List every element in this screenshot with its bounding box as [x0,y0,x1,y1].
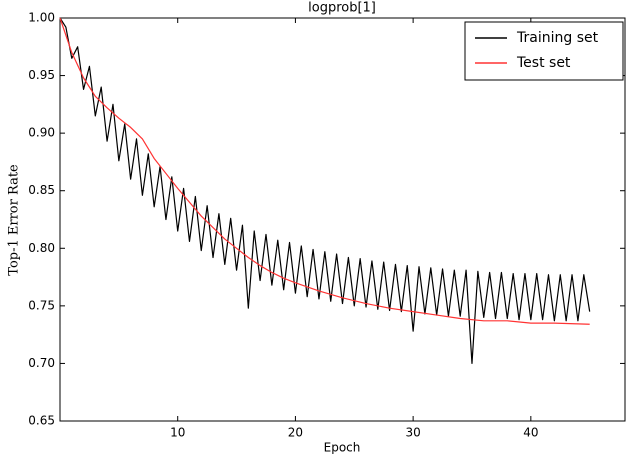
y-tick-label: 0.95 [28,68,55,82]
plot-area [59,17,626,422]
x-tick-label: 30 [405,426,420,440]
y-tick-label: 0.85 [28,183,55,197]
y-tick-label: 0.90 [28,126,55,140]
x-axis-label: Epoch [324,441,361,455]
legend-label: Test set [516,55,571,71]
x-tick-label: 10 [170,426,185,440]
y-tick-label: 0.80 [28,241,55,255]
series-line [59,17,591,365]
x-tick-label: 40 [523,426,538,440]
y-tick-label: 0.65 [28,414,55,428]
y-axis-label: Top-1 Error Rate [7,164,22,276]
legend-label: Training set [516,30,599,46]
y-tick-label: 0.75 [28,298,55,312]
y-tick-label: 1.00 [28,11,55,25]
legend-box [464,21,624,81]
x-tick-label: 20 [288,426,303,440]
y-tick-label: 0.70 [28,356,55,370]
series-line [59,17,590,325]
chart-title: logprob[1] [308,1,376,16]
